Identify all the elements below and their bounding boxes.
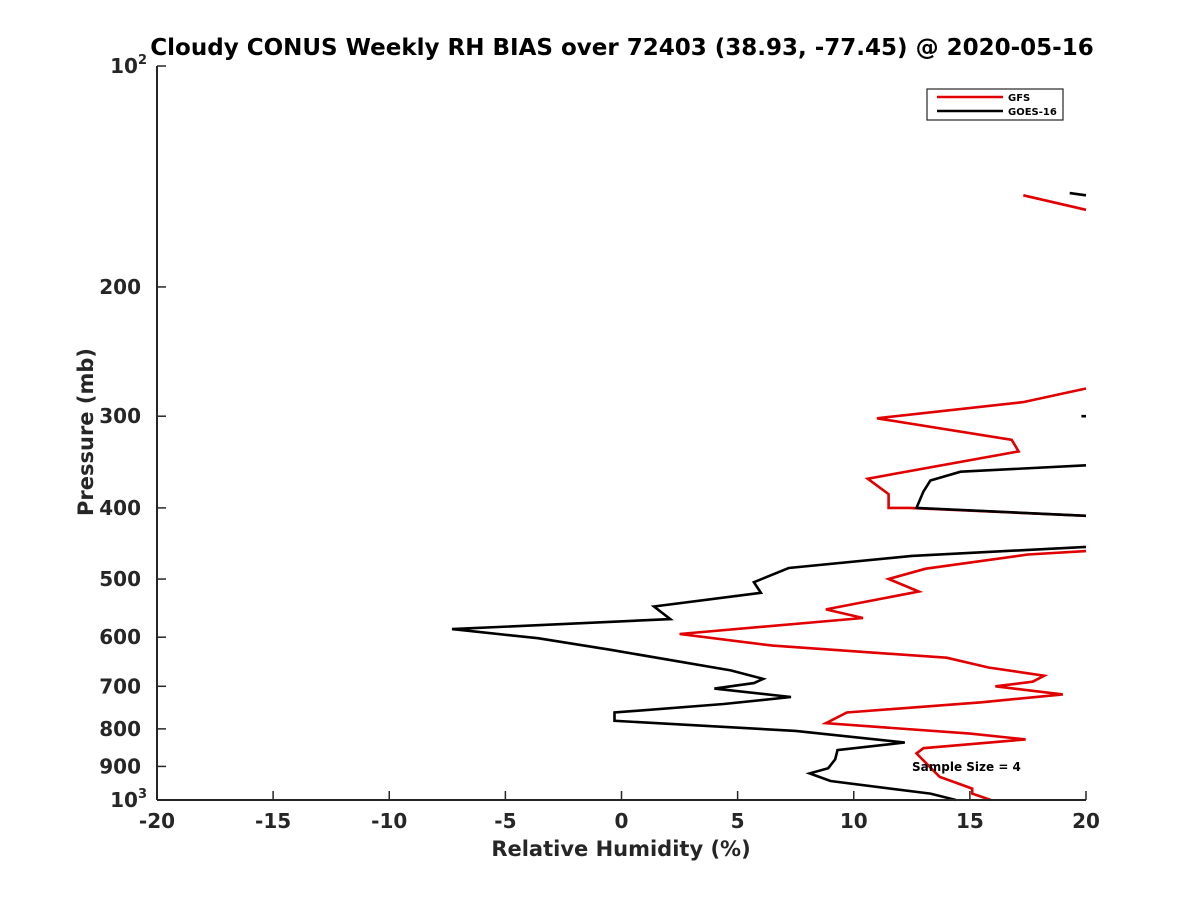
x-tick-label: 5 (731, 809, 745, 833)
y-tick-label: 200 (99, 275, 141, 299)
legend-label-goes16: GOES-16 (1008, 107, 1057, 118)
axes-layer (156, 66, 1086, 801)
y-tick-label: 700 (99, 674, 141, 698)
legend: GFS GOES-16 (926, 88, 1064, 121)
legend-box (926, 88, 1064, 121)
series-line-goes16-segment-0 (1069, 191, 1087, 197)
x-tick-label: -15 (255, 809, 291, 833)
y-tick-label: 102 (110, 53, 147, 78)
x-tick-label: -5 (494, 809, 516, 833)
y-tick-label: 800 (99, 717, 141, 741)
series-line-goes16-segment-3 (451, 545, 1087, 802)
y-tick-label: 900 (99, 754, 141, 778)
x-tick-label: 20 (1072, 809, 1100, 833)
y-tick-label: 400 (99, 496, 141, 520)
x-tick-label: 10 (840, 809, 868, 833)
series-line-gfs-segment-2 (679, 549, 1087, 802)
x-axis-label: Relative Humidity (%) (491, 837, 750, 861)
series-line-gfs-segment-0 (1023, 194, 1087, 212)
series-line-gfs-segment-1 (864, 387, 1087, 518)
legend-label-gfs: GFS (1008, 93, 1030, 104)
y-tick-label: 500 (99, 567, 141, 591)
y-tick-label: 300 (99, 404, 141, 428)
ticks-layer: -20 -15 -10 -5 0 5 10 15 20 102 200 300 400 500 600 700… (99, 53, 1100, 833)
x-tick-label: 0 (615, 809, 629, 833)
y-tick-label: 103 (110, 787, 147, 812)
series-line-goes16-segment-2 (914, 464, 1087, 518)
y-axis-label: Pressure (mb) (74, 348, 98, 516)
x-tick-label: -20 (139, 809, 175, 833)
series-layer (451, 191, 1087, 802)
x-tick-label: 15 (956, 809, 984, 833)
y-tick-label: 600 (99, 625, 141, 649)
chart-title: Cloudy CONUS Weekly RH BIAS over 72403 (… (150, 35, 1093, 61)
x-tick-label: -10 (371, 809, 407, 833)
sample-size-annotation: Sample Size = 4 (912, 760, 1021, 774)
